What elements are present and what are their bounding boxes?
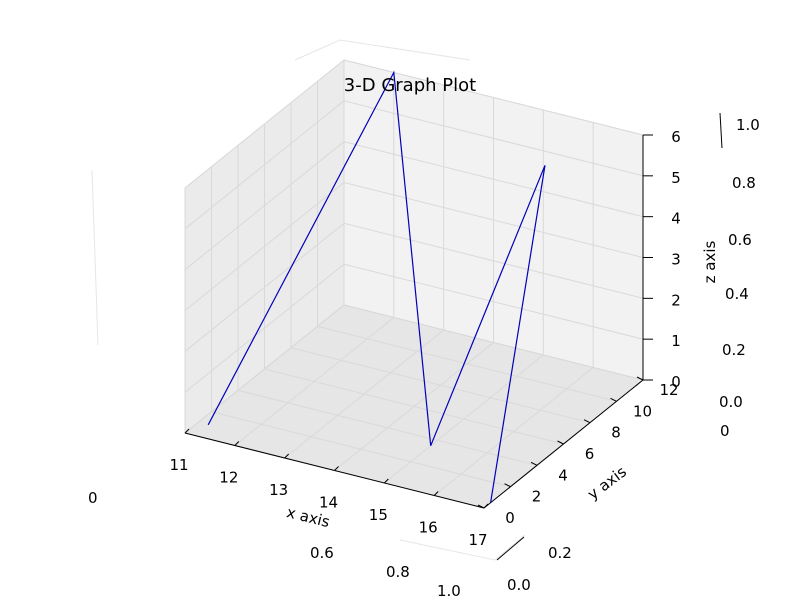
- x-tick-mark: [184, 428, 190, 434]
- z-gridline: [184, 181, 644, 311]
- ghost-tick-label: 0: [720, 422, 730, 440]
- y-tick-mark: [530, 461, 538, 466]
- y-tick-label: 0: [505, 509, 515, 527]
- x-tick-label: 13: [269, 481, 288, 499]
- x-tick-mark: [383, 478, 389, 484]
- ghost-tick-label: 1.0: [736, 116, 760, 134]
- ghost-bottom-axis-line: [496, 536, 525, 561]
- y-tick-label: 10: [633, 402, 652, 420]
- z-tick-label: 2: [671, 291, 681, 309]
- y-tick-mark: [610, 397, 617, 402]
- x-tick-label: 12: [219, 469, 238, 487]
- ghost-tick-label: 1.0: [437, 582, 461, 600]
- y-tick-label: 8: [611, 424, 621, 442]
- ghost-bottom-frame: [399, 534, 526, 561]
- z-gridline: [184, 263, 644, 393]
- ghost-tick-labels: 1.0 0.8 0.6 0.4 0.2 0.0 0 0 0.6 0.8 1.0 …: [88, 116, 760, 600]
- x-tick-label: 14: [319, 494, 338, 512]
- z-tick-label: 4: [671, 210, 681, 228]
- x-tick-label: 17: [468, 531, 487, 549]
- z-tick-label: 1: [671, 332, 681, 350]
- ghost-tick-label: 0.0: [507, 576, 531, 594]
- z-tick-label: 0: [671, 373, 681, 391]
- x-tick-mark: [483, 503, 489, 509]
- y-axis-label: y axis: [584, 463, 630, 504]
- ghost-axes: [91, 39, 723, 561]
- y-tick-mark: [477, 504, 485, 509]
- y-tick-label: 6: [585, 445, 595, 463]
- ghost-tick-label: 0.2: [548, 544, 572, 562]
- ghost-top-frame: [294, 39, 471, 61]
- x-tick-mark: [433, 491, 439, 496]
- y-tick-label: 4: [558, 466, 568, 484]
- x-tick-mark: [334, 466, 339, 471]
- ghost-tick-label: 0.4: [725, 285, 749, 303]
- z-gridline: [184, 304, 644, 434]
- z-gridline: [184, 59, 644, 189]
- panes: [183, 58, 645, 509]
- ghost-tick-label: 0: [88, 489, 98, 507]
- y-tick-label: 12: [659, 381, 678, 399]
- ghost-tick-label: 0.2: [722, 341, 746, 359]
- ghost-right-axis-line: [719, 112, 723, 149]
- y-tick-mark: [504, 483, 511, 488]
- ghost-tick-label: 0.8: [386, 563, 410, 581]
- series-line: [207, 70, 546, 503]
- x-tick-mark: [234, 441, 240, 446]
- gridlines: [184, 59, 644, 509]
- ghost-tick-label: 0.8: [732, 174, 756, 192]
- z-tick-label: 6: [671, 128, 681, 146]
- x-tick-mark: [284, 453, 290, 459]
- chart-title: 3-D Graph Plot: [344, 75, 476, 96]
- z-axis-label: z axis: [701, 240, 719, 283]
- y-tick-mark: [557, 440, 564, 445]
- ghost-tick-label: 0.0: [719, 393, 743, 411]
- y-tick-mark: [636, 376, 644, 381]
- z-gridline: [184, 222, 644, 352]
- x-tick-label: 15: [369, 506, 388, 524]
- ghost-tick-label: 0.6: [728, 231, 752, 249]
- y-tick-mark: [583, 419, 591, 424]
- x-tick-label: 16: [419, 519, 438, 537]
- ghost-tick-label: 0.6: [310, 544, 334, 562]
- x-tick-label: 11: [169, 456, 188, 474]
- z-gridline: [184, 141, 644, 271]
- data-series: [207, 70, 546, 503]
- z-tick-label: 5: [671, 169, 681, 187]
- z-gridline: [184, 100, 644, 230]
- z-tick-label: 3: [671, 251, 681, 269]
- ghost-left-frame: [91, 169, 99, 346]
- y-tick-label: 2: [532, 488, 542, 506]
